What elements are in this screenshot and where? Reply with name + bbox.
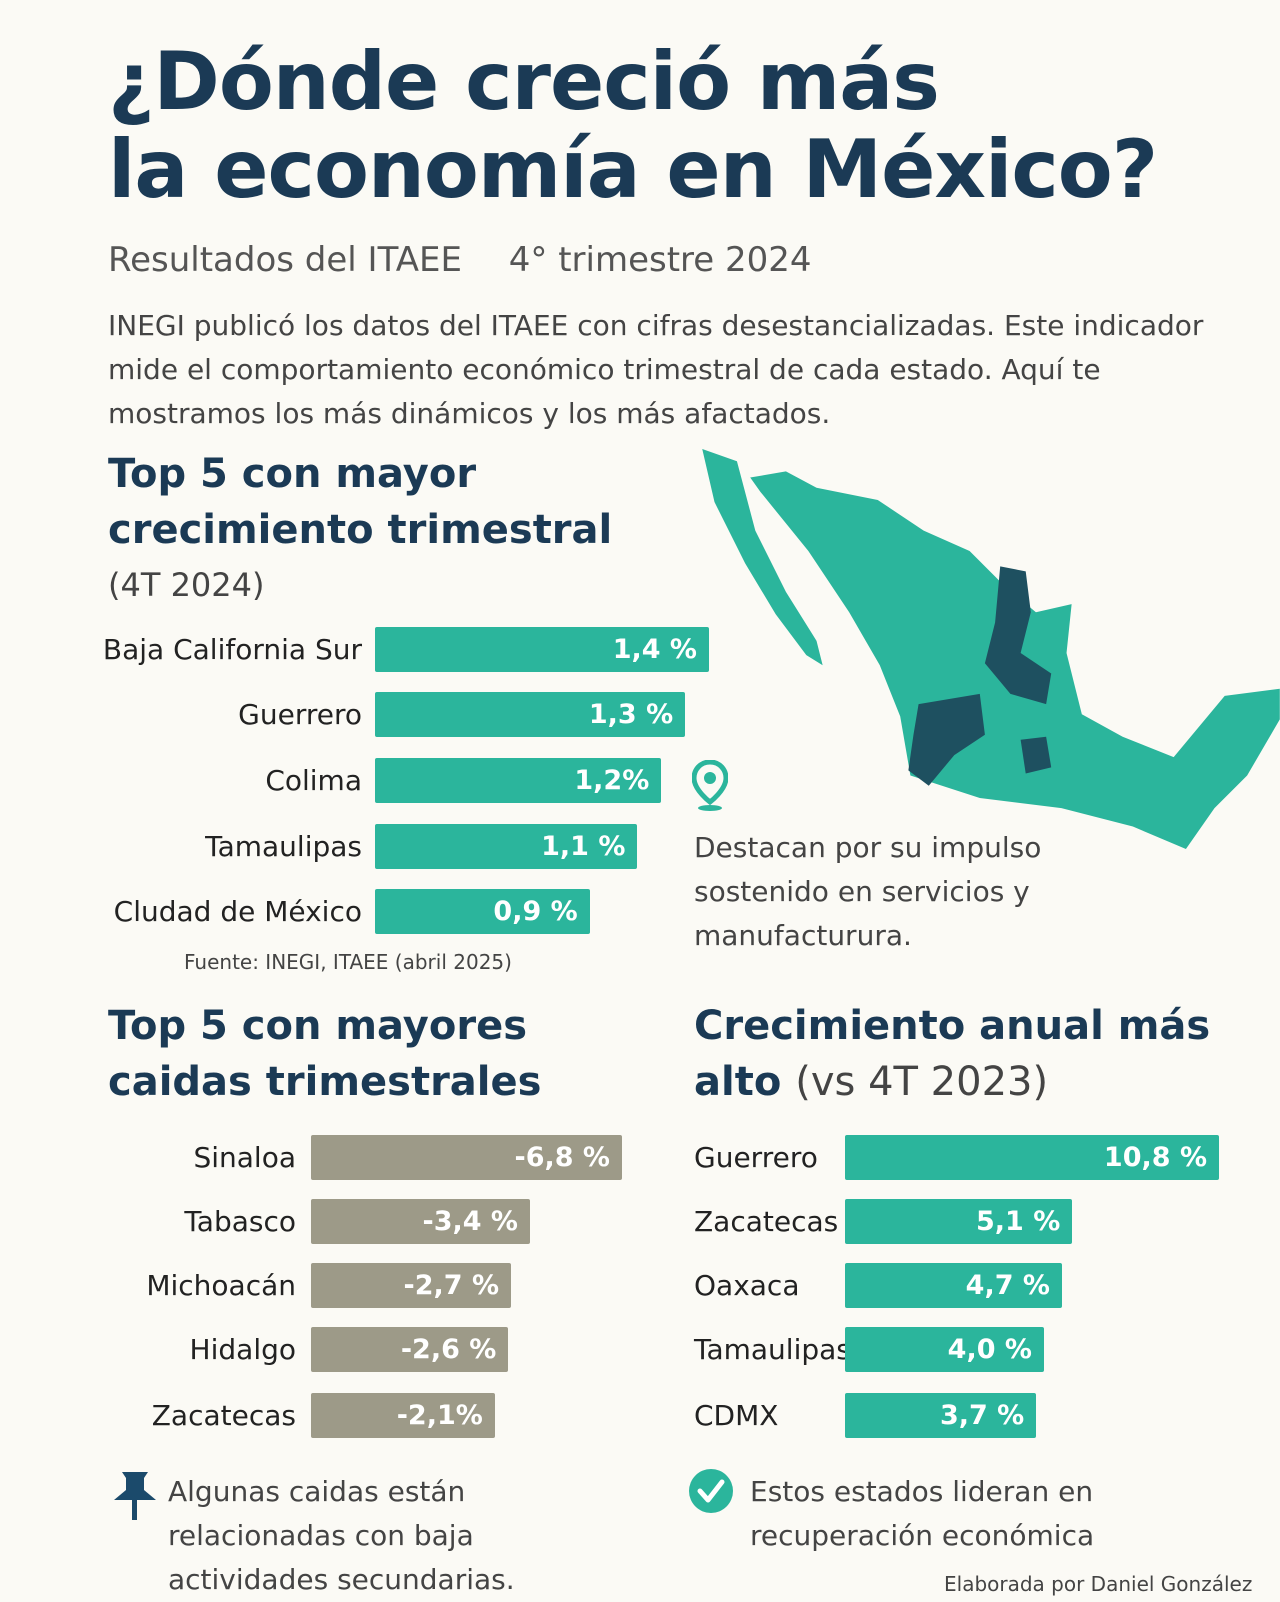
category-label: Michoacán <box>146 1269 296 1302</box>
chart3-title-text: Crecimiento anual más alto <box>694 1003 1211 1105</box>
bar-row: Zacatecas -2,1% <box>0 1393 1280 1438</box>
bar: -2,1% <box>311 1393 495 1438</box>
map-note-line: sostenido en servicios y <box>694 875 1030 908</box>
bar-row: Hidalgo -2,6 % <box>0 1327 1280 1372</box>
chart3-title: Crecimiento anual más alto (vs 4T 2023) <box>694 998 1254 1110</box>
bar-row: Guerrero 1,3 % <box>0 692 1280 737</box>
bar: 3,7 % <box>845 1393 1037 1438</box>
bar: 5,1 % <box>845 1199 1073 1244</box>
value-label: 1,3 % <box>588 699 674 730</box>
footer-left-line: actividades secundarias. <box>168 1563 515 1596</box>
value-label: 1,4 % <box>612 634 697 665</box>
bar-row: Guerrero 10,8 % <box>0 1135 1280 1180</box>
category-label: Hidalgo <box>189 1333 296 1366</box>
bar-row: Zacatecas 5,1 % <box>0 1199 1280 1244</box>
category-label: CDMX <box>694 1399 779 1432</box>
bar-row: Tabasco -3,4 % <box>0 1199 1280 1244</box>
bar-row: Baja California Sur 1,4 % <box>0 627 1280 672</box>
bar: 0,9 % <box>375 889 590 934</box>
footer-left-note: Algunas caidas están relacionadas con ba… <box>168 1470 515 1602</box>
category-label: Tamaulipas <box>694 1333 851 1366</box>
title-line-1: ¿Dónde creció más <box>108 35 940 128</box>
bar: -2,7 % <box>311 1263 512 1308</box>
category-label: Cludad de México <box>113 895 362 928</box>
bar-row: Michoacán -2,7 % <box>0 1263 1280 1308</box>
pushpin-icon <box>114 1472 156 1520</box>
subtitle-period: 4° trimestre 2024 <box>508 240 812 280</box>
page-title: ¿Dónde creció más la economía en México? <box>108 35 1158 216</box>
value-label: 10,8 % <box>1103 1142 1207 1173</box>
category-label: Sinaloa <box>193 1141 296 1174</box>
category-label: Zacatecas <box>694 1205 839 1238</box>
chart1-title: Top 5 con mayor crecimiento trimestral <box>108 451 613 553</box>
category-label: Guerrero <box>694 1141 818 1174</box>
footer-left-line: relacionadas con baja <box>168 1519 474 1552</box>
bar: 1,4 % <box>375 627 709 672</box>
footer-right-line: recuperación económica <box>750 1519 1095 1552</box>
chart3-title-suffix: (vs 4T 2023) <box>795 1059 1049 1105</box>
bar-row: Tamaulipas 1,1 % <box>0 824 1280 869</box>
value-label: -3,4 % <box>422 1206 519 1237</box>
category-label: Oaxaca <box>694 1269 800 1302</box>
bar: 10,8 % <box>845 1135 1219 1180</box>
category-label: Tabasco <box>184 1205 296 1238</box>
value-label: -2,7 % <box>403 1270 500 1301</box>
bar-row: Oaxaca 4,7 % <box>0 1263 1280 1308</box>
value-label: -6,8 % <box>514 1142 611 1173</box>
footer-left-line: Algunas caidas están <box>168 1475 466 1508</box>
footer-right-note: Estos estados lideran en recuperación ec… <box>750 1470 1094 1558</box>
bar: 1,1 % <box>375 824 638 869</box>
bar: 1,2% <box>375 758 662 803</box>
value-label: -2,1% <box>396 1400 483 1431</box>
value-label: -2,6 % <box>400 1334 497 1365</box>
value-label: 1,2% <box>574 765 650 796</box>
bar: 4,7 % <box>845 1263 1062 1308</box>
bar-row: CDMX 3,7 % <box>0 1393 1280 1438</box>
category-label: Baja California Sur <box>102 633 362 666</box>
map-land <box>702 448 823 666</box>
title-line-2: la economía en México? <box>108 123 1158 216</box>
subtitle: Resultados del ITAEE 4° trimestre 2024 <box>108 240 848 280</box>
value-label: 3,7 % <box>939 1400 1025 1431</box>
value-label: 5,1 % <box>975 1206 1061 1237</box>
check-circle-icon <box>689 1469 733 1513</box>
bar: -2,6 % <box>311 1327 509 1372</box>
map-pin-icon <box>692 760 728 811</box>
bar: 1,3 % <box>375 692 686 737</box>
chart2-title: Top 5 con mayores caidas trimestrales <box>108 1003 542 1105</box>
map-note-line: manufacturura. <box>694 919 912 952</box>
chart1-subtitle: (4T 2024) <box>108 566 265 604</box>
bar-row: Colima 1,2% <box>0 758 1280 803</box>
source-note: Fuente: INEGI, ITAEE (abril 2025) <box>184 950 512 974</box>
value-label: 4,7 % <box>965 1270 1050 1301</box>
bar: 4,0 % <box>845 1327 1044 1372</box>
intro-paragraph: INEGI publicó los datos del ITAEE con ci… <box>108 309 1204 430</box>
credit: Elaborada por Daniel González <box>944 1572 1253 1596</box>
category-label: Guerrero <box>238 698 362 731</box>
value-label: 0,9 % <box>493 896 578 927</box>
map-highlight-states <box>908 566 1052 786</box>
category-label: Colima <box>265 764 362 797</box>
category-label: Zacatecas <box>151 1399 296 1432</box>
value-label: 4,0 % <box>947 1334 1032 1365</box>
map-note: Destacan por su impulso sostenido en ser… <box>694 826 1041 958</box>
bar-row: Sinaloa -6,8 % <box>0 1135 1280 1180</box>
category-label: Tamaulipas <box>205 830 362 863</box>
bar-row: Cludad de México 0,9 % <box>0 889 1280 934</box>
bar: -3,4 % <box>311 1199 530 1244</box>
map-note-line: Destacan por su impulso <box>694 831 1042 864</box>
value-label: 1,1 % <box>541 831 626 862</box>
subtitle-indicator: Resultados del ITAEE <box>108 240 462 280</box>
bar-row: Tamaulipas 4,0 % <box>0 1327 1280 1372</box>
footer-right-line: Estos estados lideran en <box>750 1475 1094 1508</box>
bar: -6,8 % <box>311 1135 622 1180</box>
